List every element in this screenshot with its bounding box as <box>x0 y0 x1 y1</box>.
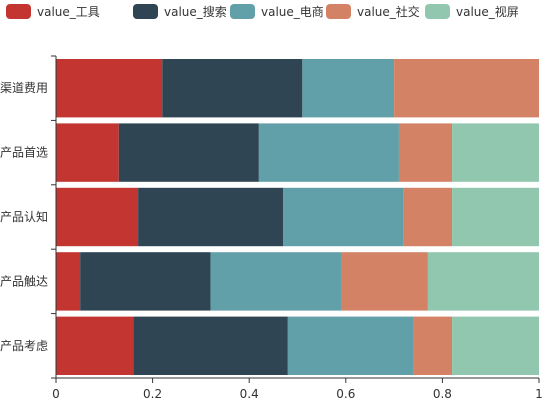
x-tick-label: 1 <box>535 387 543 401</box>
legend-label: value_搜索 <box>164 4 227 19</box>
x-tick-label: 0.6 <box>336 387 355 401</box>
bar-segment[interactable] <box>80 252 211 311</box>
bar-segment[interactable] <box>133 316 288 375</box>
bar-segment[interactable] <box>302 59 395 118</box>
bar-segment[interactable] <box>394 59 539 118</box>
legend-swatch <box>230 4 255 19</box>
legend-item[interactable]: value_工具 <box>6 4 100 19</box>
bar-segment[interactable] <box>452 316 539 375</box>
x-axis: 0 0.2 0.4 0.6 0.8 1 <box>52 377 543 401</box>
bar-segment[interactable] <box>162 59 303 118</box>
y-tick-label: 产品考虑 <box>0 339 48 353</box>
bar-segment[interactable] <box>210 252 341 311</box>
y-tick-label: 产品认知 <box>0 210 48 224</box>
legend-item[interactable]: value_视屏 <box>425 4 519 19</box>
bar-segment[interactable] <box>452 187 539 247</box>
bar-series-group <box>56 59 539 375</box>
bar-segment[interactable] <box>56 123 119 182</box>
legend-item[interactable]: value_搜索 <box>133 4 227 19</box>
bar-segment[interactable] <box>56 187 139 247</box>
x-tick-label: 0 <box>52 387 60 401</box>
legend-label: value_视屏 <box>456 4 519 19</box>
x-tick-label: 0.4 <box>240 387 259 401</box>
bar-segment[interactable] <box>398 123 453 182</box>
legend-label: value_社交 <box>357 4 420 19</box>
legend-item[interactable]: value_电商 <box>230 4 324 19</box>
bar-segment[interactable] <box>283 187 404 247</box>
bar-segment[interactable] <box>56 59 163 118</box>
legend-label: value_电商 <box>261 4 324 19</box>
legend-item[interactable]: value_社交 <box>326 4 420 19</box>
bar-segment[interactable] <box>403 187 453 247</box>
chart-legend[interactable]: value_工具 value_搜索 value_电商 value_社交 value_视屏 <box>6 4 519 19</box>
bar-segment[interactable] <box>56 252 81 311</box>
legend-swatch <box>133 4 158 19</box>
bar-segment[interactable] <box>258 123 399 182</box>
bar-segment[interactable] <box>138 187 284 247</box>
y-tick-label: 产品首选 <box>0 146 48 160</box>
y-tick-label: 产品触达 <box>0 274 48 288</box>
bar-segment[interactable] <box>118 123 259 182</box>
legend-swatch <box>326 4 351 19</box>
legend-swatch <box>6 4 31 19</box>
y-tick-label: 渠道费用 <box>0 81 48 95</box>
x-tick-label: 0.8 <box>433 387 452 401</box>
legend-label: value_工具 <box>37 5 100 19</box>
y-axis: 产品考虑 产品触达 产品认知 产品首选 渠道费用 <box>0 55 57 379</box>
bar-segment[interactable] <box>413 316 453 375</box>
bar-segment[interactable] <box>340 252 428 311</box>
bar-segment[interactable] <box>452 123 539 182</box>
legend-swatch <box>425 4 450 19</box>
bar-segment[interactable] <box>56 316 134 375</box>
x-tick-label: 0.2 <box>143 387 162 401</box>
bar-segment[interactable] <box>287 316 414 375</box>
bar-segment[interactable] <box>427 252 539 311</box>
